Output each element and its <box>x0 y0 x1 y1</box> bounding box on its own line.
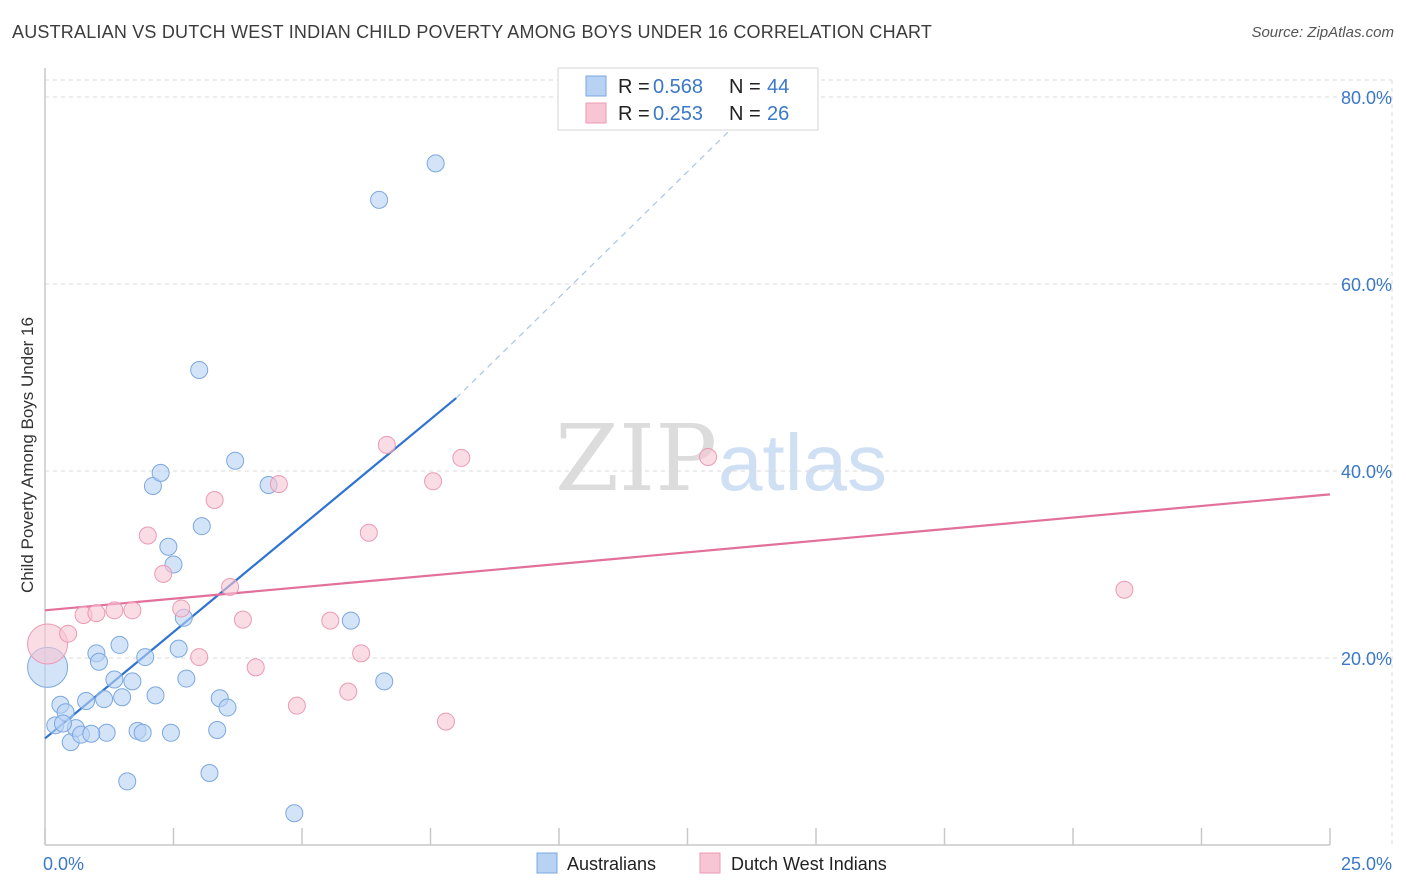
y-tick-label-40: 40.0% <box>1341 462 1392 482</box>
axes: 20.0% 40.0% 60.0% 80.0% 0.0% 25.0% <box>43 68 1392 874</box>
point-australians-28 <box>177 669 196 688</box>
point-dutch-west-indians-0 <box>27 623 69 665</box>
point-dutch-west-indians-24 <box>699 447 718 466</box>
point-australians-13 <box>110 635 129 654</box>
bottom-legend-swatch-dutch-west-indians <box>699 852 721 874</box>
point-australians-26 <box>169 639 188 658</box>
point-dutch-west-indians-13 <box>246 658 265 677</box>
point-australians-40 <box>375 672 394 691</box>
point-australians-18 <box>133 723 152 742</box>
point-dutch-west-indians-3 <box>87 604 106 623</box>
bottom-legend-swatch-australians <box>536 852 558 874</box>
point-australians-9 <box>89 652 108 671</box>
legend-swatch-dutch-west-indians <box>585 102 607 124</box>
bottom-legend-australians: Australians <box>567 854 656 874</box>
legend-r-value-2: 0.253 <box>653 103 703 125</box>
point-dutch-west-indians-19 <box>359 523 378 542</box>
point-dutch-west-indians-11 <box>221 577 240 596</box>
point-dutch-west-indians-8 <box>172 599 191 618</box>
point-australians-29 <box>190 361 209 380</box>
point-dutch-west-indians-5 <box>123 601 142 620</box>
point-australians-31 <box>200 764 219 783</box>
point-dutch-west-indians-10 <box>205 490 224 509</box>
legend-r-label-1: R = <box>618 76 650 98</box>
point-australians-22 <box>151 463 170 482</box>
point-australians-12 <box>105 670 124 689</box>
trend-line-dutch-west-indians <box>44 493 1331 612</box>
point-australians-15 <box>118 772 137 791</box>
data-points <box>27 154 1134 823</box>
point-dutch-west-indians-15 <box>287 696 306 715</box>
legend-r-value-1: 0.568 <box>653 76 703 98</box>
legend-n-label-1: N = <box>729 76 761 98</box>
point-australians-41 <box>426 154 445 173</box>
legend-n-value-2: 26 <box>767 103 789 125</box>
point-australians-32 <box>208 720 227 739</box>
y-tick-label-80: 80.0% <box>1341 88 1392 108</box>
point-dutch-west-indians-9 <box>190 648 209 667</box>
point-australians-19 <box>136 648 155 667</box>
point-australians-30 <box>192 517 211 536</box>
point-australians-23 <box>159 537 178 556</box>
bottom-legend-dutch-west-indians: Dutch West Indians <box>731 854 887 874</box>
point-dutch-west-indians-6 <box>138 526 157 545</box>
point-dutch-west-indians-17 <box>339 682 358 701</box>
point-australians-21 <box>146 686 165 705</box>
point-australians-38 <box>341 611 360 630</box>
legend-r-label-2: R = <box>618 103 650 125</box>
x-tick-label-0: 0.0% <box>43 854 84 874</box>
source-credit: Source: ZipAtlas.com <box>1251 24 1394 41</box>
point-australians-37 <box>285 804 304 823</box>
point-dutch-west-indians-21 <box>424 472 443 491</box>
point-dutch-west-indians-23 <box>452 448 471 467</box>
point-australians-14 <box>113 688 132 707</box>
point-dutch-west-indians-18 <box>352 644 371 663</box>
point-dutch-west-indians-1 <box>59 624 78 643</box>
point-australians-43 <box>53 714 72 733</box>
watermark-zip: ZIP <box>555 405 717 512</box>
point-dutch-west-indians-22 <box>436 712 455 731</box>
point-australians-7 <box>77 692 96 711</box>
point-dutch-west-indians-14 <box>269 475 288 494</box>
x-tick-label-25: 25.0% <box>1341 854 1392 874</box>
y-tick-label-20: 20.0% <box>1341 649 1392 669</box>
point-australians-10 <box>95 690 114 709</box>
point-australians-16 <box>123 672 142 691</box>
legend-n-value-1: 44 <box>767 76 789 98</box>
point-dutch-west-indians-20 <box>377 435 396 454</box>
point-dutch-west-indians-7 <box>154 564 173 583</box>
chart-title: AUSTRALIAN VS DUTCH WEST INDIAN CHILD PO… <box>12 22 933 42</box>
legend-n-label-2: N = <box>729 103 761 125</box>
series-legend: Australians Dutch West Indians <box>536 852 887 874</box>
point-australians-34 <box>218 698 237 717</box>
point-australians-35 <box>226 451 245 470</box>
point-australians-24 <box>161 723 180 742</box>
point-australians-39 <box>370 190 389 209</box>
point-dutch-west-indians-4 <box>105 601 124 620</box>
point-dutch-west-indians-12 <box>233 610 252 629</box>
point-australians-42 <box>82 724 101 743</box>
point-australians-11 <box>97 723 116 742</box>
y-axis-label: Child Poverty Among Boys Under 16 <box>18 317 37 593</box>
point-dutch-west-indians-16 <box>321 611 340 630</box>
watermark-atlas: atlas <box>718 418 887 507</box>
correlation-legend: R = 0.568 N = 44 R = 0.253 N = 26 <box>557 67 819 131</box>
y-tick-label-60: 60.0% <box>1341 275 1392 295</box>
point-dutch-west-indians-25 <box>1115 580 1134 599</box>
legend-swatch-australians <box>585 75 607 97</box>
trend-line-extension-australians <box>455 105 755 399</box>
